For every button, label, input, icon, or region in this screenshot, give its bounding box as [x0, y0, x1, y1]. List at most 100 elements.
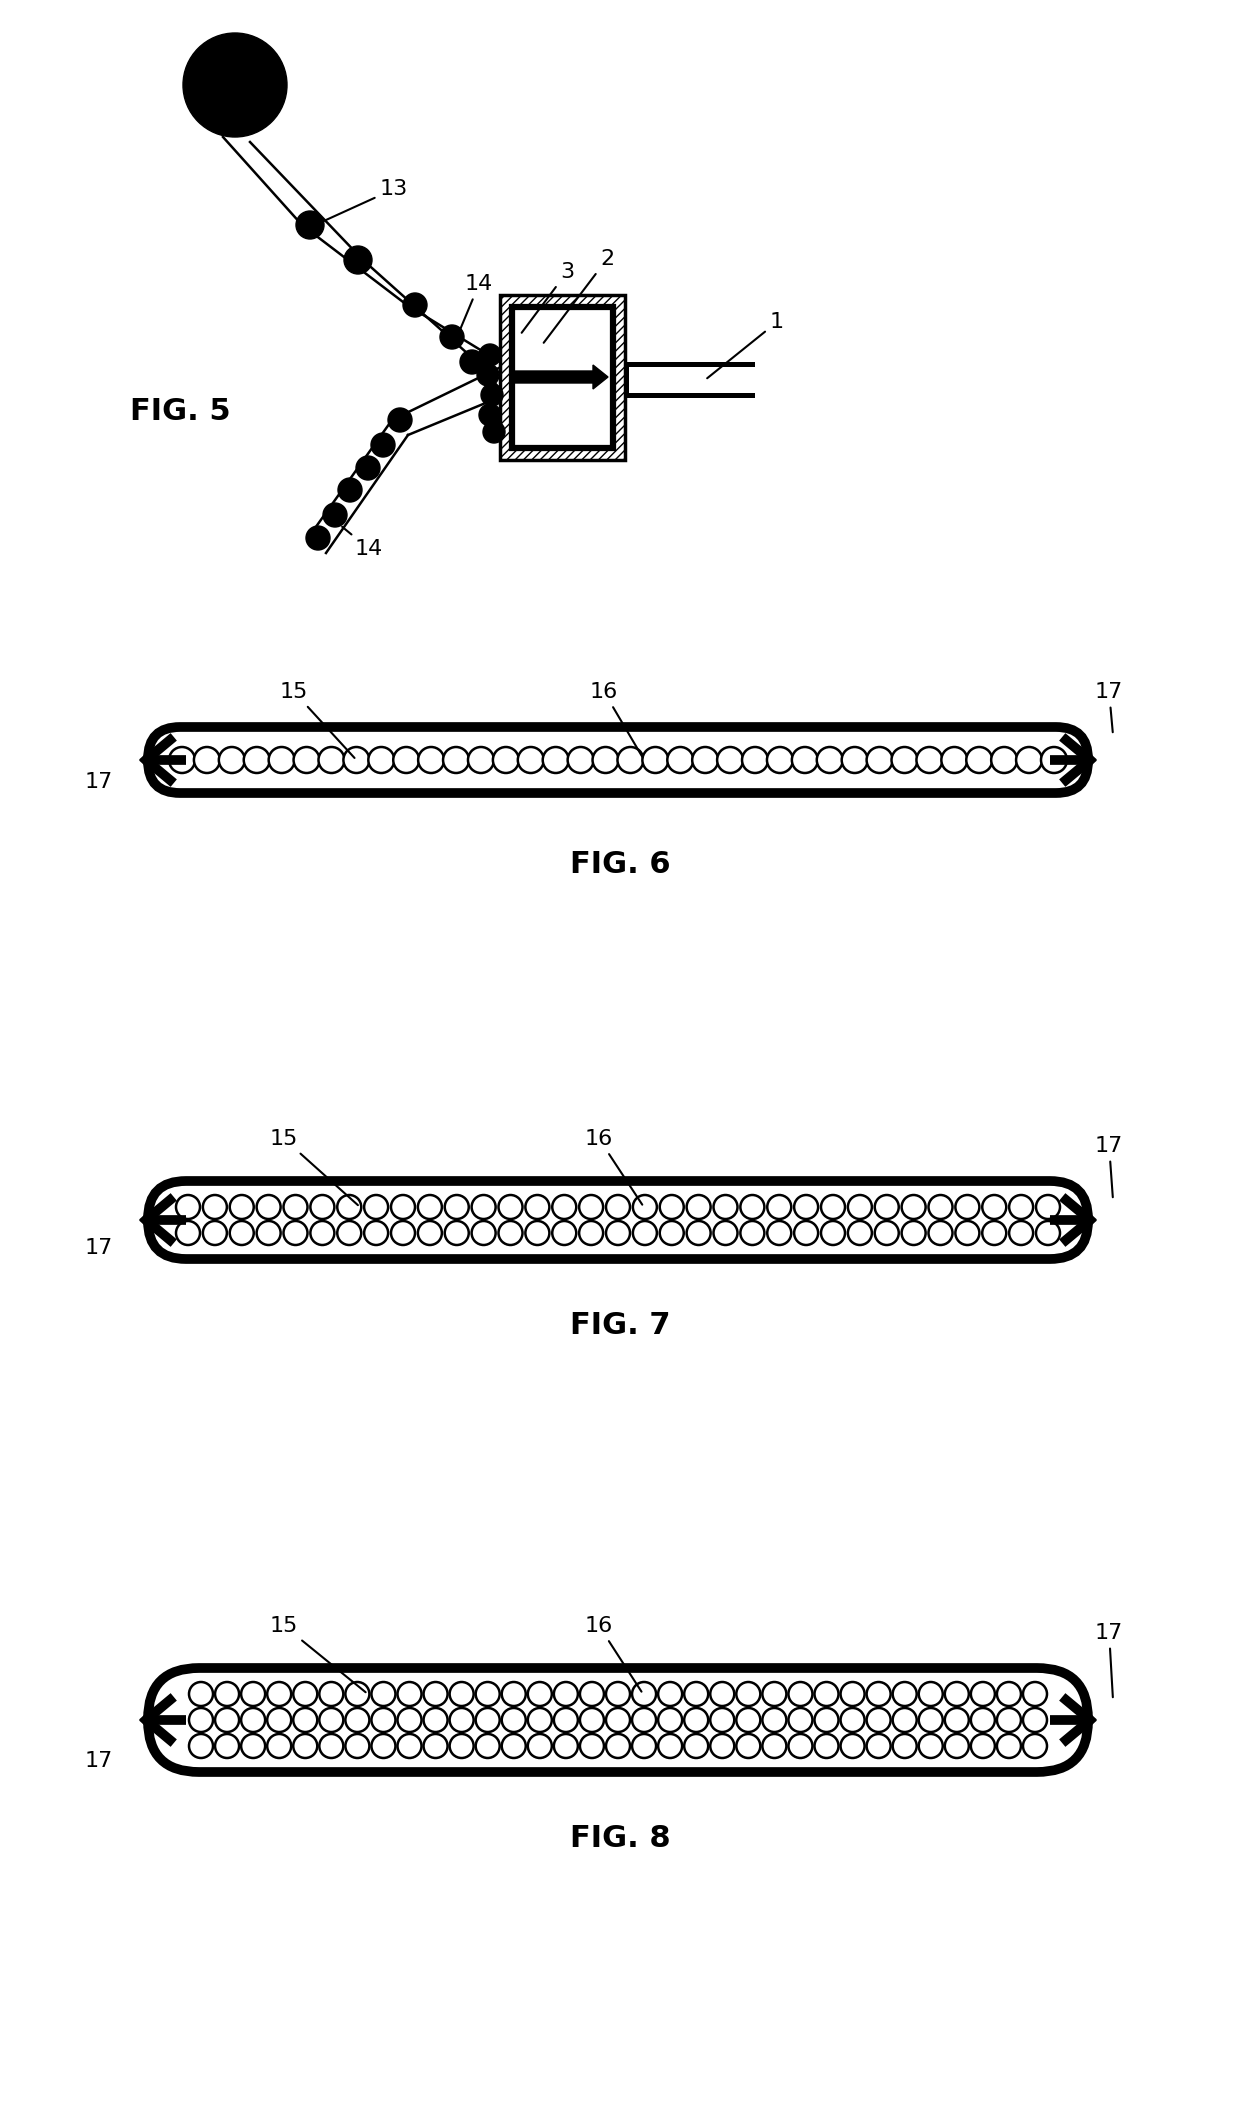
- Circle shape: [418, 1220, 441, 1246]
- Circle shape: [1023, 1681, 1047, 1707]
- Circle shape: [518, 747, 544, 772]
- Circle shape: [267, 1681, 291, 1707]
- Circle shape: [1023, 1734, 1047, 1758]
- Circle shape: [443, 747, 469, 772]
- Circle shape: [893, 1709, 916, 1732]
- Circle shape: [901, 1195, 925, 1218]
- Circle shape: [471, 1195, 496, 1218]
- Text: 15: 15: [280, 681, 355, 757]
- Text: 15: 15: [270, 1129, 358, 1206]
- Circle shape: [552, 1195, 577, 1218]
- Circle shape: [568, 747, 594, 772]
- Circle shape: [284, 1220, 308, 1246]
- Circle shape: [867, 1681, 890, 1707]
- Circle shape: [502, 1734, 526, 1758]
- Circle shape: [874, 1195, 899, 1218]
- Circle shape: [372, 1709, 396, 1732]
- Circle shape: [320, 1709, 343, 1732]
- Circle shape: [1035, 1220, 1060, 1246]
- Circle shape: [424, 1734, 448, 1758]
- Circle shape: [203, 1220, 227, 1246]
- Circle shape: [789, 1734, 812, 1758]
- Circle shape: [1009, 1220, 1033, 1246]
- Circle shape: [184, 34, 286, 137]
- Circle shape: [971, 1709, 994, 1732]
- Circle shape: [821, 1195, 844, 1218]
- Circle shape: [982, 1220, 1006, 1246]
- Circle shape: [269, 747, 295, 772]
- Circle shape: [893, 1734, 916, 1758]
- Circle shape: [476, 1709, 500, 1732]
- Circle shape: [418, 1195, 441, 1218]
- Circle shape: [337, 1220, 361, 1246]
- Circle shape: [713, 1195, 738, 1218]
- Circle shape: [528, 1681, 552, 1707]
- Circle shape: [667, 747, 693, 772]
- Circle shape: [606, 1195, 630, 1218]
- Circle shape: [1009, 1195, 1033, 1218]
- Circle shape: [842, 747, 868, 772]
- Circle shape: [450, 1709, 474, 1732]
- Circle shape: [792, 747, 818, 772]
- Circle shape: [528, 1734, 552, 1758]
- Circle shape: [711, 1681, 734, 1707]
- Circle shape: [526, 1195, 549, 1218]
- Circle shape: [789, 1681, 812, 1707]
- Circle shape: [241, 1734, 265, 1758]
- Circle shape: [244, 747, 270, 772]
- Text: 17: 17: [1095, 1136, 1123, 1197]
- Text: 3: 3: [522, 262, 574, 332]
- Circle shape: [632, 1220, 657, 1246]
- Circle shape: [554, 1734, 578, 1758]
- Circle shape: [257, 1195, 280, 1218]
- Circle shape: [997, 1681, 1021, 1707]
- Circle shape: [997, 1709, 1021, 1732]
- Text: FIG. 7: FIG. 7: [569, 1311, 671, 1341]
- Text: 17: 17: [1095, 681, 1123, 732]
- Text: 17: 17: [86, 1751, 113, 1770]
- Text: 1: 1: [707, 313, 784, 379]
- Circle shape: [867, 1734, 890, 1758]
- Circle shape: [1023, 1709, 1047, 1732]
- Circle shape: [365, 1220, 388, 1246]
- Circle shape: [606, 1709, 630, 1732]
- Circle shape: [763, 1709, 786, 1732]
- FancyBboxPatch shape: [148, 1180, 1087, 1258]
- Circle shape: [310, 1195, 335, 1218]
- Circle shape: [471, 1220, 496, 1246]
- FancyArrow shape: [515, 366, 608, 389]
- Circle shape: [479, 404, 501, 425]
- Bar: [512, 307, 613, 448]
- Circle shape: [424, 1681, 448, 1707]
- Circle shape: [867, 747, 893, 772]
- Circle shape: [966, 747, 992, 772]
- Circle shape: [391, 1195, 415, 1218]
- Circle shape: [554, 1709, 578, 1732]
- Circle shape: [477, 364, 498, 387]
- Circle shape: [388, 408, 412, 431]
- Circle shape: [229, 1220, 254, 1246]
- Circle shape: [203, 1195, 227, 1218]
- Circle shape: [552, 1220, 577, 1246]
- Circle shape: [971, 1734, 994, 1758]
- Circle shape: [460, 349, 484, 374]
- Text: 17: 17: [86, 772, 113, 791]
- Circle shape: [632, 1709, 656, 1732]
- Circle shape: [371, 434, 396, 457]
- Circle shape: [188, 1709, 213, 1732]
- Circle shape: [687, 1220, 711, 1246]
- Circle shape: [418, 747, 444, 772]
- Bar: [500, 294, 625, 459]
- Circle shape: [579, 1220, 603, 1246]
- Circle shape: [372, 1681, 396, 1707]
- Circle shape: [176, 1220, 200, 1246]
- Circle shape: [768, 747, 792, 772]
- Circle shape: [740, 1220, 764, 1246]
- Circle shape: [554, 1681, 578, 1707]
- Circle shape: [997, 1734, 1021, 1758]
- Text: 2: 2: [543, 250, 614, 343]
- Circle shape: [737, 1681, 760, 1707]
- Circle shape: [768, 1220, 791, 1246]
- Circle shape: [991, 747, 1017, 772]
- Circle shape: [481, 385, 503, 406]
